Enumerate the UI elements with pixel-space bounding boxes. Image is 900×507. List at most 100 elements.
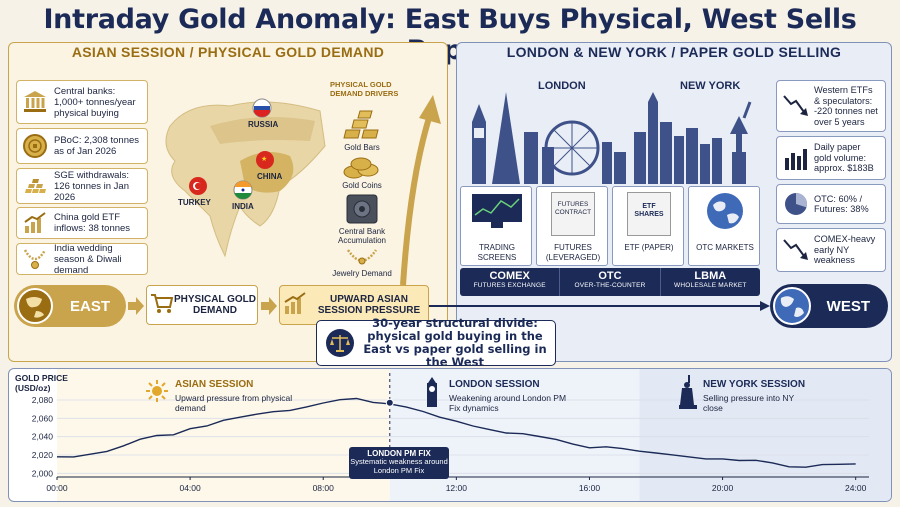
big-ben-icon [427, 377, 437, 407]
x-tick-label: 12:00 [446, 483, 468, 493]
cart-icon [151, 294, 174, 313]
x-tick-label: 24:00 [845, 483, 867, 493]
china-flag-icon: ★ [256, 151, 274, 169]
flow-connector [422, 301, 770, 311]
card-text: COMEX-heavy early NY weakness [814, 234, 876, 266]
y-axis-label: GOLD PRICE (USD/oz) [15, 373, 68, 393]
upward-arrow-icon [400, 95, 441, 286]
scales-icon [326, 329, 354, 357]
instrument-trading-screens: TRADING SCREENS [460, 186, 532, 266]
card-western-etfs: Western ETFs & speculators: -220 tonnes … [776, 80, 886, 132]
svg-text:★: ★ [261, 155, 267, 163]
step2-label: UPWARD ASIAN SESSION PRESSURE [317, 294, 421, 316]
statue-of-liberty-icon [679, 375, 697, 409]
card-text: Western ETFs & speculators: -220 tonnes … [814, 85, 878, 127]
arrow-right-icon [128, 297, 144, 315]
card-text: China gold ETF inflows: 38 tonnes [54, 212, 131, 234]
instrument-etf: ETF SHARES ETF (PAPER) [612, 186, 684, 266]
instrument-futures: FUTURES CONTRACT FUTURES (LEVERAGED) [536, 186, 608, 266]
city-newyork: NEW YORK [680, 80, 741, 92]
india-flag-icon [233, 180, 253, 200]
gold-coin-icon [23, 134, 47, 158]
down-trend-icon [783, 239, 808, 260]
driver-label: Gold Coins [342, 181, 382, 190]
y-tick-label: 2,040 [32, 432, 54, 442]
gold-bars-stack-icon [25, 179, 46, 193]
x-tick-label: 04:00 [179, 483, 201, 493]
step1-label: PHYSICAL GOLD DEMAND [173, 294, 257, 316]
driver-label: Gold Bars [344, 143, 380, 152]
futures-contract-doc: FUTURES CONTRACT [551, 192, 595, 236]
card-comex: COMEX-heavy early NY weakness [776, 228, 886, 272]
instrument-otc: OTC MARKETS [688, 186, 760, 266]
card-text: Daily paper gold volume: approx. $183B [814, 142, 874, 174]
y-tick-label: 2,060 [32, 413, 54, 423]
venue-lbma: LBMA WHOLESALE MARKET [674, 270, 747, 289]
structural-divide-box: 30-year structural divide: physical gold… [316, 316, 556, 369]
market-venues-bar: COMEX FUTURES EXCHANGE OTC OVER-THE-COUNTE… [460, 268, 760, 296]
instrument-label: FUTURES (LEVERAGED) [545, 243, 601, 262]
pm-fix-marker [385, 398, 394, 407]
asia-map [165, 101, 326, 258]
asian-session-band [57, 369, 390, 501]
card-text: OTC: 60% / Futures: 38% [814, 193, 869, 215]
instrument-label: TRADING SCREENS [477, 243, 517, 262]
gold-bars-icon [343, 110, 379, 139]
venue-otc: OTC OVER-THE-COUNTER [560, 268, 661, 296]
gold-coins-icon [343, 157, 379, 179]
card-otc-futures: OTC: 60% / Futures: 38% [776, 184, 886, 224]
necklace-icon [23, 249, 47, 269]
down-trend-icon [783, 95, 808, 116]
bank-icon [24, 91, 46, 112]
card-text: SGE withdrawals: 126 tonnes in Jan 2026 [54, 169, 130, 203]
card-pboc: PBoC: 2,308 tonnes as of Jan 2026 [16, 128, 148, 164]
y-tick-label: 2,020 [32, 450, 54, 460]
x-tick-label: 20:00 [712, 483, 734, 493]
price-series-line [56, 397, 856, 468]
pm-fix-title: LONDON PM FIX [367, 449, 431, 458]
pm-fix-desc: Systematic weakness around London PM Fix [350, 457, 448, 475]
card-text: PBoC: 2,308 tonnes as of Jan 2026 [54, 135, 140, 157]
monitor-icon [472, 194, 522, 228]
drivers-title: PHYSICAL GOLD DEMAND DRIVERS [330, 80, 399, 98]
asian-session-desc: Upward pressure from physical demand [175, 393, 293, 413]
x-tick-label: 16:00 [579, 483, 601, 493]
ny-session-title: NEW YORK SESSION [703, 379, 806, 390]
london-session-title: LONDON SESSION [449, 379, 540, 390]
card-text: Central banks: 1,000+ tonnes/year physic… [54, 85, 136, 119]
country-india: INDIA [232, 202, 254, 211]
turkey-flag-icon [189, 177, 207, 195]
card-china-etf: China gold ETF inflows: 38 tonnes [16, 207, 148, 239]
bar-chart-icon [785, 149, 807, 170]
pm-fix-callout: LONDON PM FIX Systematic weakness around… [349, 447, 449, 479]
instrument-label: OTC MARKETS [696, 243, 754, 252]
card-sge: SGE withdrawals: 126 tonnes in Jan 2026 [16, 168, 148, 204]
bar-chart-up-icon [24, 212, 46, 233]
card-india: India wedding season & Diwali demand [16, 242, 148, 276]
vault-icon [346, 194, 378, 224]
east-label: EAST [69, 297, 110, 315]
asian-session-title: ASIAN SESSION [175, 379, 254, 390]
city-london: LONDON [538, 80, 586, 92]
gold-price-chart: 2,000 2,020 2,040 2,060 2,080 00:00 04:00 08:00… [8, 368, 892, 502]
x-tick-label: 00:00 [46, 483, 68, 493]
instrument-label: ETF (PAPER) [624, 243, 674, 252]
x-tick-label: 08:00 [313, 483, 335, 493]
country-russia: RUSSIA [248, 120, 279, 129]
skyline-illustration [472, 92, 752, 184]
london-session-desc: Weakening around London PM Fix dynamics [449, 393, 567, 413]
west-label: WEST [826, 297, 870, 315]
ny-session-band [639, 369, 891, 501]
bar-chart-up-icon [284, 292, 306, 314]
globe-icon [707, 193, 743, 229]
sun-icon [146, 380, 168, 402]
jewelry-icon [346, 249, 378, 265]
globe-east-icon [17, 288, 53, 324]
card-text: India wedding season & Diwali demand [54, 242, 122, 276]
divide-text: 30-year structural divide: physical gold… [363, 316, 547, 369]
globe-west-icon [773, 287, 811, 325]
west-panel-header: LONDON & NEW YORK / PAPER GOLD SELLING [506, 44, 842, 60]
ny-session-desc: Selling pressure into NY close [703, 393, 795, 413]
physical-demand-chip: PHYSICAL GOLD DEMAND [146, 285, 258, 325]
